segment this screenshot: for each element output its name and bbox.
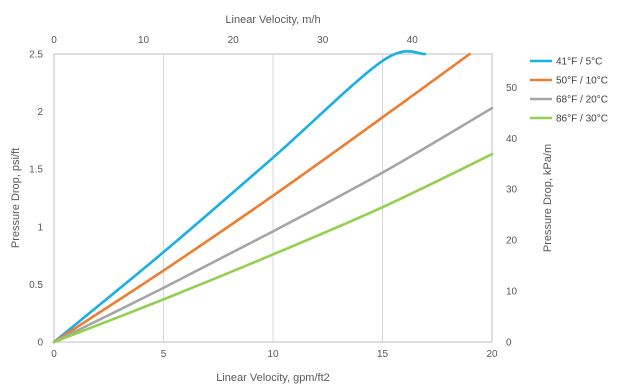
y-tick-label-right: 50 — [506, 83, 518, 94]
x-tick-label-bottom: 15 — [377, 349, 389, 360]
x-tick-label-top: 0 — [51, 35, 57, 46]
y-tick-label-left: 1 — [37, 222, 43, 233]
y-tick-label-right: 10 — [506, 287, 518, 298]
y-tick-label-left: 0.5 — [29, 280, 43, 291]
series-line-1 — [52, 50, 427, 344]
y-tick-label-left: 2.5 — [29, 50, 43, 61]
legend-label: 50°F / 10°C — [556, 76, 608, 87]
x-tick-label-top: 30 — [317, 35, 329, 46]
y-axis-title-right: Pressure Drop, kPa/m — [542, 144, 554, 252]
x-tick-label-top: 40 — [407, 35, 419, 46]
x-tick-label-bottom: 10 — [267, 349, 279, 360]
y-tick-label-left: 2 — [37, 107, 43, 118]
y-tick-label-right: 30 — [506, 185, 518, 196]
y-axis-title-left: Pressure Drop, psi/ft — [10, 148, 22, 248]
x-axis-title-top: Linear Velocity, m/h — [225, 14, 320, 26]
series-line-4 — [52, 152, 494, 344]
legend: 41°F / 5°C 50°F / 10°C 68°F / 20°C 86°F / 3… — [530, 57, 608, 125]
y-tick-label-right: 0 — [506, 338, 512, 349]
series-line-2 — [52, 52, 471, 344]
legend-label: 68°F / 20°C — [556, 95, 608, 106]
x-axis-title-bottom: Linear Velocity, gpm/ft2 — [216, 372, 330, 384]
x-tick-label-bottom: 0 — [51, 349, 57, 360]
x-tick-label-top: 20 — [228, 35, 240, 46]
y-tick-label-right: 20 — [506, 236, 518, 247]
y-tick-label-right: 40 — [506, 134, 518, 145]
x-tick-label-top: 10 — [138, 35, 150, 46]
legend-label: 41°F / 5°C — [556, 57, 602, 68]
y-tick-label-left: 0 — [37, 338, 43, 349]
series-lines — [52, 50, 494, 344]
y-tick-label-left: 1.5 — [29, 165, 43, 176]
x-tick-label-bottom: 20 — [486, 349, 498, 360]
x-tick-label-bottom: 5 — [161, 349, 167, 360]
tick-labels: 0 5 10 15 20 0 10 20 30 40 0 0.5 1 1.5 2 2.5 0 10 20 30 40 50 — [29, 35, 517, 360]
series-line-3 — [52, 106, 494, 344]
legend-label: 86°F / 30°C — [556, 114, 608, 125]
